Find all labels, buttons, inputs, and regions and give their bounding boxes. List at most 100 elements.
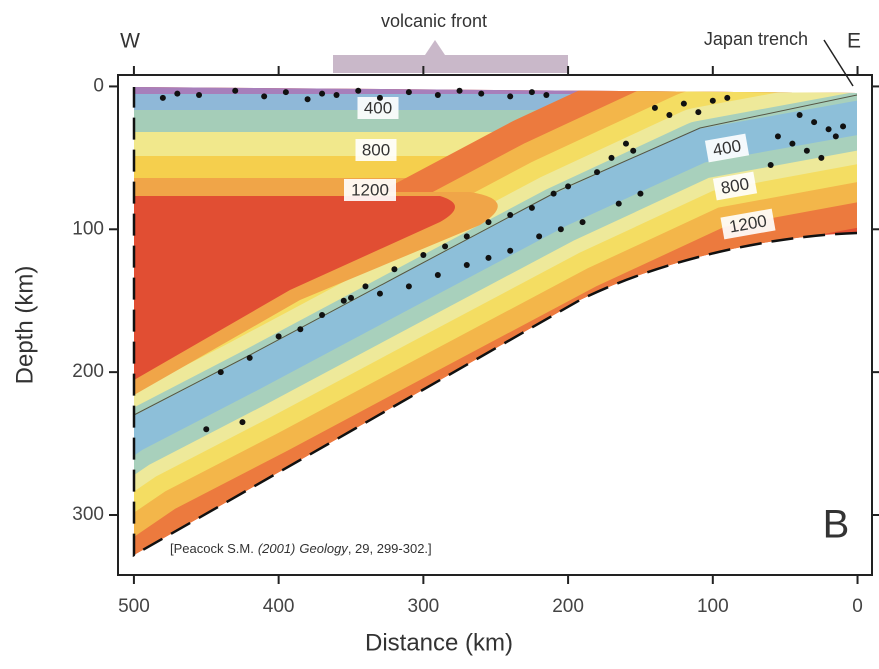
earthquake [376, 290, 383, 297]
earthquake [391, 266, 398, 273]
earthquake [709, 97, 716, 104]
plot-frame [117, 74, 873, 576]
earthquake [355, 87, 362, 94]
earthquake [608, 154, 615, 161]
earthquake [594, 169, 601, 176]
east-label: E [847, 30, 861, 53]
contour-label: 800 [712, 171, 758, 201]
earthquake [774, 133, 781, 140]
earthquake [434, 92, 441, 98]
earthquake [507, 212, 514, 218]
contour-label-text: 800 [362, 140, 390, 159]
x-tick-label: 300 [408, 596, 440, 617]
earthquake [507, 247, 514, 254]
earthquake [840, 123, 847, 130]
volcanic-front-marker [425, 40, 445, 55]
earthquake [565, 183, 572, 190]
earthquake [478, 90, 485, 97]
earthquake [622, 140, 629, 147]
trench-pointer [823, 39, 854, 87]
earthquake [239, 419, 246, 426]
contour-label-box [357, 97, 399, 119]
earthquake [651, 104, 658, 111]
earthquake [304, 96, 311, 103]
x-tick-label: 500 [118, 596, 150, 617]
x-axis-label: Distance (km) [365, 629, 513, 656]
earthquake [557, 226, 564, 233]
earthquake [196, 92, 203, 98]
earthquake [456, 87, 463, 94]
contour-label-box [712, 171, 758, 201]
earthquake [246, 354, 253, 361]
contour-label-text: 1200 [351, 180, 389, 199]
earthquake [333, 92, 340, 98]
model-boundary [132, 87, 858, 558]
contour-label-text: 400 [364, 98, 392, 117]
earthquake [463, 262, 470, 268]
earthquake [297, 326, 304, 333]
earthquake [442, 243, 449, 250]
earthquake [680, 100, 687, 107]
earthquake [159, 94, 166, 101]
earthquake [217, 369, 224, 376]
earthquake [376, 94, 383, 101]
earthquake [579, 219, 586, 226]
trench-label: Japan trench [704, 29, 808, 49]
citation-author: [Peacock S.M. [170, 541, 254, 556]
citation: [Peacock S.M. (2001) Geology, 29, 299-302.… [170, 541, 432, 556]
earthquake [405, 89, 412, 96]
earthquake [485, 254, 492, 261]
citation-year: (2001) [258, 541, 296, 556]
earthquake [630, 147, 637, 154]
earthquake [485, 219, 492, 226]
contour-label: 400 [357, 97, 399, 119]
citation-rest: , 29, 299-302.] [348, 541, 432, 556]
y-tick-label: 0 [93, 75, 104, 96]
contour-label-box [344, 179, 396, 201]
earthquake [536, 233, 543, 240]
x-tick-label: 200 [552, 596, 584, 617]
citation-journal: Geology [299, 541, 349, 556]
earthquake [174, 90, 181, 97]
west-label: W [120, 30, 140, 53]
y-axis-label: Depth (km) [11, 266, 38, 385]
earthquake [463, 233, 470, 240]
earthquake [796, 112, 803, 118]
x-tick-label: 100 [697, 596, 729, 617]
earthquake [550, 190, 557, 197]
earthquake [803, 147, 810, 154]
earthquake [695, 109, 702, 116]
earthquake [282, 89, 289, 96]
earthquake [818, 154, 825, 161]
temperature-field [134, 87, 857, 555]
earthquake [666, 112, 673, 118]
y-tick-label: 200 [72, 361, 104, 382]
contour-label-box [355, 139, 397, 161]
earthquake [275, 333, 282, 340]
volcanic-front-label: volcanic front [381, 11, 487, 31]
earthquake [261, 93, 268, 100]
earthquake [319, 312, 326, 318]
earthquake [789, 140, 796, 147]
contour-label: 400 [704, 133, 750, 163]
earthquake [724, 94, 731, 101]
earthquake [825, 126, 832, 133]
earthquake [615, 200, 622, 207]
x-tick-label: 0 [852, 596, 863, 617]
contour-label: 800 [355, 139, 397, 161]
earthquake [319, 90, 326, 97]
earthquake [362, 283, 369, 290]
contour-label-text: 400 [711, 136, 742, 160]
earthquake [543, 92, 550, 98]
earthquake [767, 162, 774, 168]
contour-label-text: 800 [719, 174, 750, 198]
contour-label: 1200 [344, 179, 396, 201]
volcanic-front-bar [333, 55, 568, 73]
contour-label-box [720, 208, 776, 240]
earthquake [348, 294, 355, 301]
earthquake [340, 297, 347, 304]
earthquake [507, 93, 514, 100]
earthquake [811, 119, 818, 126]
earthquake [637, 190, 644, 197]
